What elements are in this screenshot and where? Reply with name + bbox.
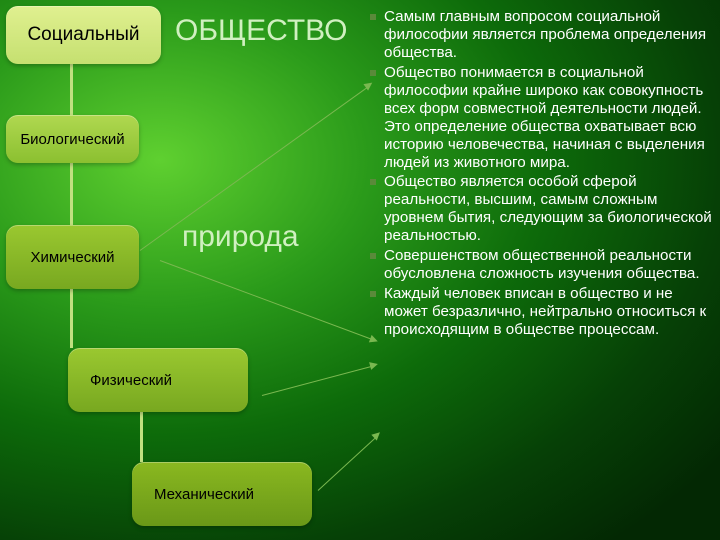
node-label: Физический — [90, 372, 172, 389]
node-biological: Биологический — [6, 115, 139, 163]
node-mechanical: Механический — [132, 462, 312, 526]
node-label: Социальный — [27, 24, 139, 46]
node-label: Механический — [154, 486, 254, 503]
heading-society: ОБЩЕСТВО — [175, 14, 348, 48]
hierarchy-panel: ОБЩЕСТВО природа Социальный Биологически… — [0, 0, 360, 540]
bullet-panel: Самым главным вопросом социальной филосо… — [370, 8, 712, 341]
bullet-item: Общество является особой сферой реальнос… — [370, 173, 712, 245]
node-label: Биологический — [20, 131, 124, 148]
heading-nature: природа — [182, 220, 299, 254]
connector — [70, 163, 73, 225]
node-physical: Физический — [68, 348, 248, 412]
node-chemical: Химический — [6, 225, 139, 289]
node-social: Социальный — [6, 6, 161, 64]
node-label: Химический — [30, 249, 114, 266]
connector — [70, 289, 73, 348]
bullet-item: Совершенством общественной реальности об… — [370, 247, 712, 283]
bullet-item: Самым главным вопросом социальной филосо… — [370, 8, 712, 62]
connector — [70, 64, 73, 115]
arrow-head — [369, 360, 379, 370]
connector — [140, 412, 143, 462]
bullet-list: Самым главным вопросом социальной филосо… — [370, 8, 712, 339]
bullet-item: Каждый человек вписан в общество и не мо… — [370, 285, 712, 339]
bullet-item: Общество понимается в социальной философ… — [370, 64, 712, 172]
